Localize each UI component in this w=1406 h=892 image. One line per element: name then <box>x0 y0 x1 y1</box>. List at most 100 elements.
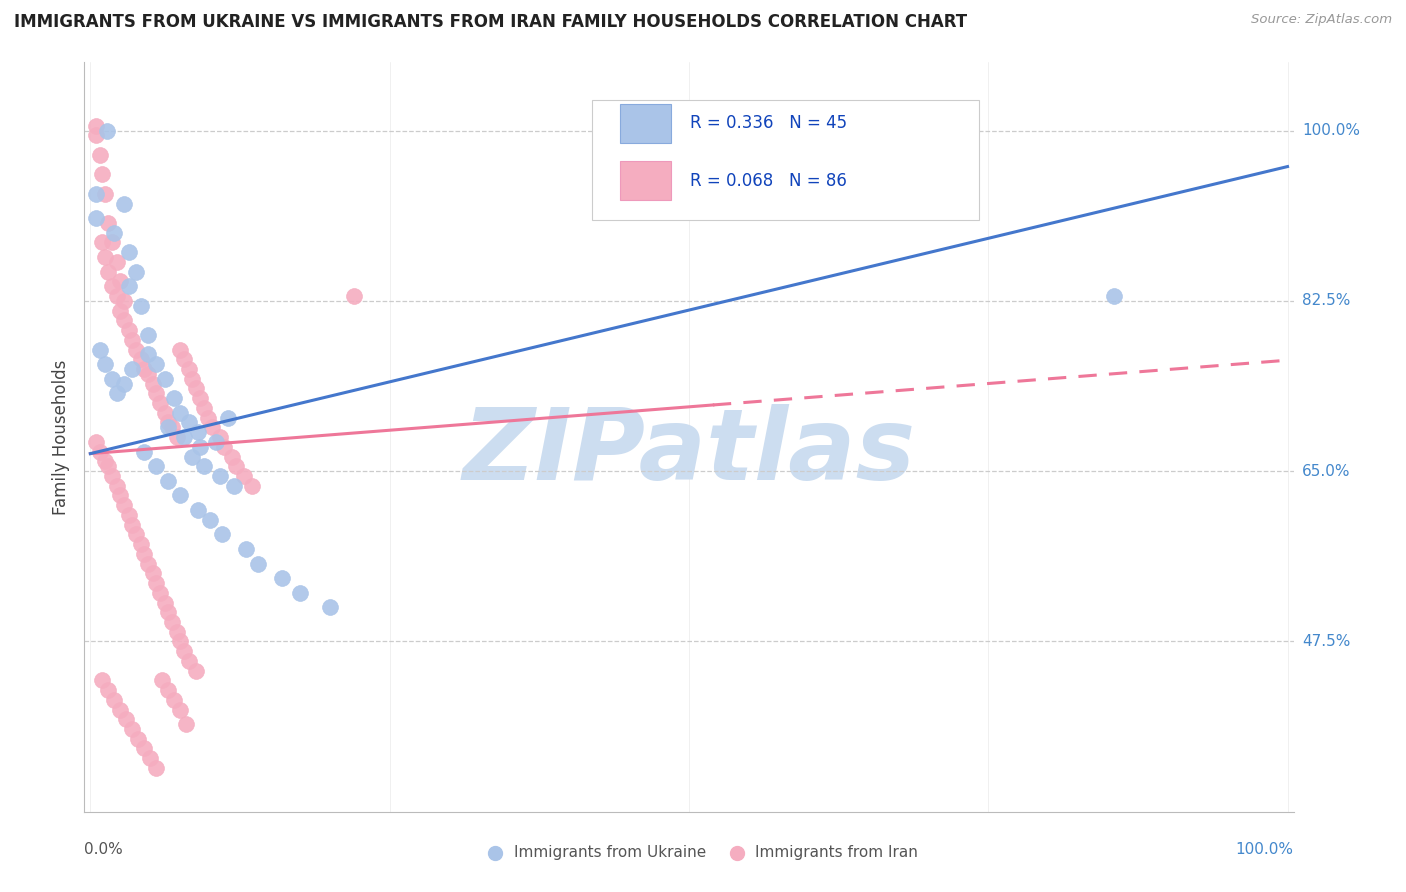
Text: Immigrants from Ukraine: Immigrants from Ukraine <box>513 846 706 861</box>
Point <box>112 196 135 211</box>
Point <box>134 547 156 561</box>
Point <box>121 722 143 736</box>
Text: R = 0.068   N = 86: R = 0.068 N = 86 <box>690 172 846 190</box>
Text: 82.5%: 82.5% <box>1302 293 1350 309</box>
Point <box>101 372 124 386</box>
Point <box>112 313 135 327</box>
Point <box>110 488 132 502</box>
Point <box>166 624 188 639</box>
Point <box>91 167 114 181</box>
Point <box>89 343 111 357</box>
Point <box>187 425 209 440</box>
Point <box>136 327 159 342</box>
Point <box>177 416 200 430</box>
Point <box>145 459 167 474</box>
Point <box>136 367 159 381</box>
Point <box>125 527 148 541</box>
Point <box>149 396 172 410</box>
Point <box>93 250 115 264</box>
Point <box>1102 289 1125 303</box>
Text: 65.0%: 65.0% <box>1302 464 1350 479</box>
Point <box>103 693 125 707</box>
Point <box>198 513 221 527</box>
Point <box>225 459 247 474</box>
Point <box>101 235 124 250</box>
Point <box>169 406 191 420</box>
Point <box>89 148 111 162</box>
Point <box>232 469 254 483</box>
Point <box>288 586 311 600</box>
Point <box>157 416 180 430</box>
Text: 100.0%: 100.0% <box>1236 842 1294 857</box>
Point <box>157 605 180 619</box>
FancyBboxPatch shape <box>620 103 671 143</box>
Point <box>97 683 120 698</box>
Text: 47.5%: 47.5% <box>1302 634 1350 648</box>
Point <box>118 508 141 522</box>
Point <box>246 557 269 571</box>
Point <box>93 357 115 371</box>
Point <box>173 430 195 444</box>
Point <box>270 571 292 585</box>
Point <box>169 343 191 357</box>
Point <box>145 761 167 775</box>
Point <box>127 731 149 746</box>
Point <box>217 410 239 425</box>
Point <box>129 537 152 551</box>
Point <box>214 440 236 454</box>
Point <box>93 454 115 468</box>
Point <box>142 566 165 581</box>
Point <box>134 362 156 376</box>
Point <box>136 347 159 361</box>
Point <box>173 644 195 658</box>
Point <box>193 459 215 474</box>
Point <box>125 265 148 279</box>
Point <box>125 343 148 357</box>
Point <box>86 211 108 226</box>
Point <box>134 444 156 458</box>
Point <box>129 352 152 367</box>
Point <box>235 541 257 556</box>
Point <box>101 279 124 293</box>
Point <box>97 216 120 230</box>
FancyBboxPatch shape <box>620 161 671 201</box>
Point <box>121 333 143 347</box>
Point <box>208 469 231 483</box>
Text: Immigrants from Iran: Immigrants from Iran <box>755 846 918 861</box>
Point <box>105 255 128 269</box>
Text: 100.0%: 100.0% <box>1302 123 1360 138</box>
Text: ZIPatlas: ZIPatlas <box>463 403 915 500</box>
Text: IMMIGRANTS FROM UKRAINE VS IMMIGRANTS FROM IRAN FAMILY HOUSEHOLDS CORRELATION CH: IMMIGRANTS FROM UKRAINE VS IMMIGRANTS FR… <box>14 13 967 31</box>
Point <box>160 615 183 629</box>
Point <box>157 420 180 434</box>
Text: Source: ZipAtlas.com: Source: ZipAtlas.com <box>1251 13 1392 27</box>
Point <box>201 420 224 434</box>
Point <box>93 186 115 201</box>
Point <box>142 376 165 391</box>
Point <box>86 119 108 133</box>
Point <box>190 391 212 405</box>
FancyBboxPatch shape <box>592 100 979 219</box>
Point <box>134 741 156 756</box>
Point <box>115 712 138 726</box>
Point <box>197 410 219 425</box>
Point <box>136 557 159 571</box>
Point <box>221 450 243 464</box>
Point <box>169 488 191 502</box>
Point <box>149 586 172 600</box>
Point <box>89 444 111 458</box>
Point <box>97 459 120 474</box>
Point <box>96 123 118 137</box>
Point <box>208 430 231 444</box>
Point <box>205 434 228 449</box>
Point <box>110 702 132 716</box>
Point <box>118 279 141 293</box>
Point <box>157 474 180 488</box>
Point <box>91 673 114 688</box>
Point <box>187 503 209 517</box>
Text: R = 0.336   N = 45: R = 0.336 N = 45 <box>690 114 848 132</box>
Point <box>177 654 200 668</box>
Point <box>240 479 263 493</box>
Point <box>173 352 195 367</box>
Point <box>86 434 108 449</box>
